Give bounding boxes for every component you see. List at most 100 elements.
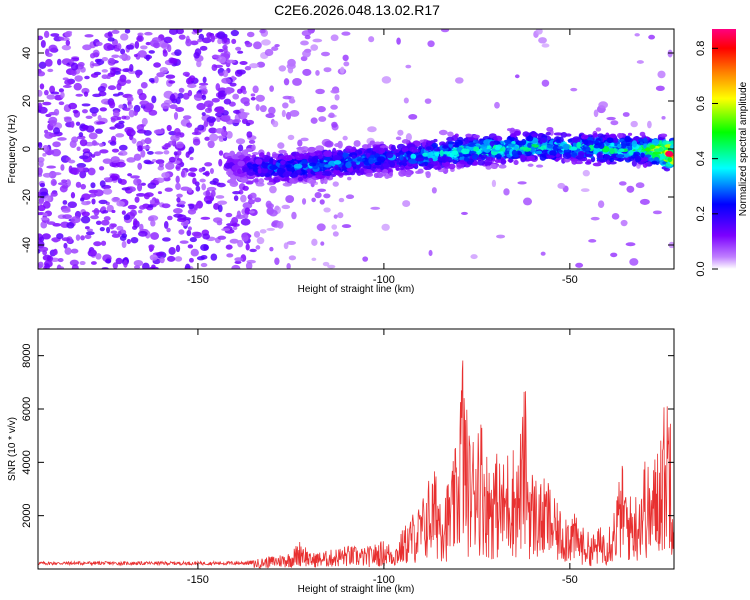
- spectrogram-noise-cell: [618, 181, 627, 186]
- spectrogram-noise-cell: [130, 236, 139, 244]
- spectrogram-band-cell: [604, 154, 611, 160]
- spectrogram-noise-cell: [208, 133, 219, 142]
- spectrogram-noise-cell: [405, 133, 412, 142]
- spectrogram-band-cell: [667, 156, 673, 163]
- spectrogram-noise-cell: [80, 183, 87, 190]
- spectrogram-noise-cell: [201, 112, 206, 116]
- spectrogram-band-cell: [425, 171, 431, 179]
- spectrogram-noise-cell: [180, 186, 191, 191]
- spectrogram-band-cell: [527, 163, 534, 167]
- spectrogram-noise-cell: [667, 49, 673, 58]
- spectrogram-noise-cell: [99, 107, 107, 112]
- spectrogram-noise-cell: [121, 187, 131, 191]
- spectrogram-band-cell: [609, 133, 617, 139]
- spectrogram-noise-cell: [57, 266, 65, 269]
- spectrogram-band-cell: [494, 154, 502, 159]
- spectrogram-band-cell: [627, 132, 633, 136]
- spectrogram-noise-cell: [84, 226, 90, 230]
- spectrogram-noise-cell: [215, 83, 221, 91]
- spectrogram-noise-cell: [661, 115, 666, 120]
- snr-x-axis-label: Height of straight line (km): [298, 584, 415, 595]
- spectrogram-band-cell: [356, 158, 366, 162]
- spectrogram-noise-cell: [286, 240, 297, 245]
- spectrogram-noise-cell: [239, 61, 248, 66]
- spectrogram-noise-cell: [312, 38, 323, 43]
- spectrogram-noise-cell: [652, 210, 662, 215]
- spectrogram-noise-cell: [98, 166, 105, 171]
- spectrogram-noise-cell: [370, 206, 381, 210]
- spectrogram-noise-cell: [330, 89, 340, 94]
- spectrogram-noise-cell: [103, 216, 111, 221]
- spectrogram-noise-cell: [118, 150, 128, 156]
- spectrogram-band-cell: [400, 165, 405, 171]
- spectrogram-noise-cell: [124, 126, 134, 134]
- spectrogram-noise-cell: [95, 128, 103, 134]
- spectrogram-noise-cell: [195, 185, 201, 192]
- spectrogram-noise-cell: [338, 197, 345, 203]
- colorbar-ticks: 0.0 0.2 0.4 0.6 0.8: [695, 41, 718, 277]
- spectrogram-band-cell: [592, 162, 602, 167]
- spectrogram-noise-cell: [271, 46, 279, 51]
- spectrogram-band-cell: [513, 159, 519, 166]
- spectrogram-noise-cell: [316, 106, 326, 113]
- spectrogram-noise-cell: [184, 263, 191, 269]
- spectrogram-band-cell: [493, 135, 503, 142]
- spectrogram-noise-cell: [40, 40, 46, 48]
- spectrogram-band-cell: [410, 153, 417, 160]
- spectrogram-noise-cell: [274, 257, 280, 265]
- snr-plot-area: [38, 329, 674, 569]
- spectrogram-noise-cell: [196, 102, 206, 111]
- spectrogram-noise-cell: [109, 59, 116, 64]
- spectrogram-band-cell: [276, 168, 284, 175]
- spectrogram-noise-cell: [125, 79, 132, 84]
- spectrogram-band-cell: [522, 147, 532, 152]
- spectrogram-noise-cell: [331, 121, 338, 128]
- spectrogram-y-tick-label: -40: [21, 237, 33, 253]
- spectrogram-noise-cell: [140, 45, 148, 50]
- spectrogram-noise-cell: [237, 239, 244, 248]
- snr-y-tick-label: 8000: [21, 343, 33, 367]
- spectrogram-band-cell: [476, 156, 482, 162]
- spectrogram-band-cell: [415, 157, 424, 162]
- spectrogram-noise-cell: [137, 162, 143, 170]
- spectrogram-noise-cell: [121, 240, 127, 248]
- spectrogram-band-cell: [541, 137, 547, 143]
- spectrogram-band-cell: [315, 145, 325, 152]
- spectrogram-noise-cell: [42, 172, 53, 178]
- spectrogram-noise-cell: [116, 225, 124, 231]
- spectrogram-noise-cell: [41, 233, 51, 240]
- spectrogram-noise-cell: [80, 215, 91, 224]
- spectrogram-band-cell: [526, 155, 536, 162]
- spectrogram-noise-cell: [245, 122, 251, 127]
- spectrogram-noise-cell: [204, 162, 213, 167]
- spectrogram-noise-cell: [121, 115, 127, 120]
- spectrogram-noise-cell: [90, 261, 97, 265]
- spectrogram-band-cell: [243, 150, 249, 156]
- spectrogram-band-cell: [662, 140, 671, 146]
- spectrogram-noise-cell: [200, 262, 208, 268]
- spectrogram-band-cell: [251, 144, 256, 151]
- spectrogram-noise-cell: [160, 102, 171, 109]
- spectrogram-noise-cell: [133, 54, 138, 58]
- spectrogram-noise-cell: [43, 30, 50, 38]
- spectrogram-noise-cell: [327, 264, 336, 269]
- spectrogram-band-cell: [618, 148, 625, 153]
- spectrogram-noise-cell: [343, 61, 350, 67]
- spectrogram-noise-cell: [56, 233, 64, 240]
- colorbar-gradient: [712, 29, 736, 269]
- spectrogram-noise-cell: [49, 85, 56, 94]
- spectrogram-noise-cell: [42, 250, 48, 256]
- spectrogram-band-cell: [426, 163, 434, 168]
- spectrogram-noise-cell: [625, 242, 636, 247]
- spectrogram-band-cell: [454, 139, 464, 146]
- spectrogram-noise-cell: [52, 172, 62, 176]
- spectrogram-noise-cell: [38, 191, 41, 197]
- spectrogram-noise-cell: [84, 234, 92, 240]
- spectrogram-band-cell: [405, 150, 412, 155]
- spectrogram-noise-cell: [535, 29, 543, 35]
- spectrogram-noise-cell: [99, 227, 105, 232]
- spectrogram-noise-cell: [215, 127, 225, 134]
- spectrogram-band-cell: [293, 163, 303, 169]
- spectrogram-noise-cell: [381, 223, 390, 231]
- spectrogram-noise-cell: [165, 74, 176, 79]
